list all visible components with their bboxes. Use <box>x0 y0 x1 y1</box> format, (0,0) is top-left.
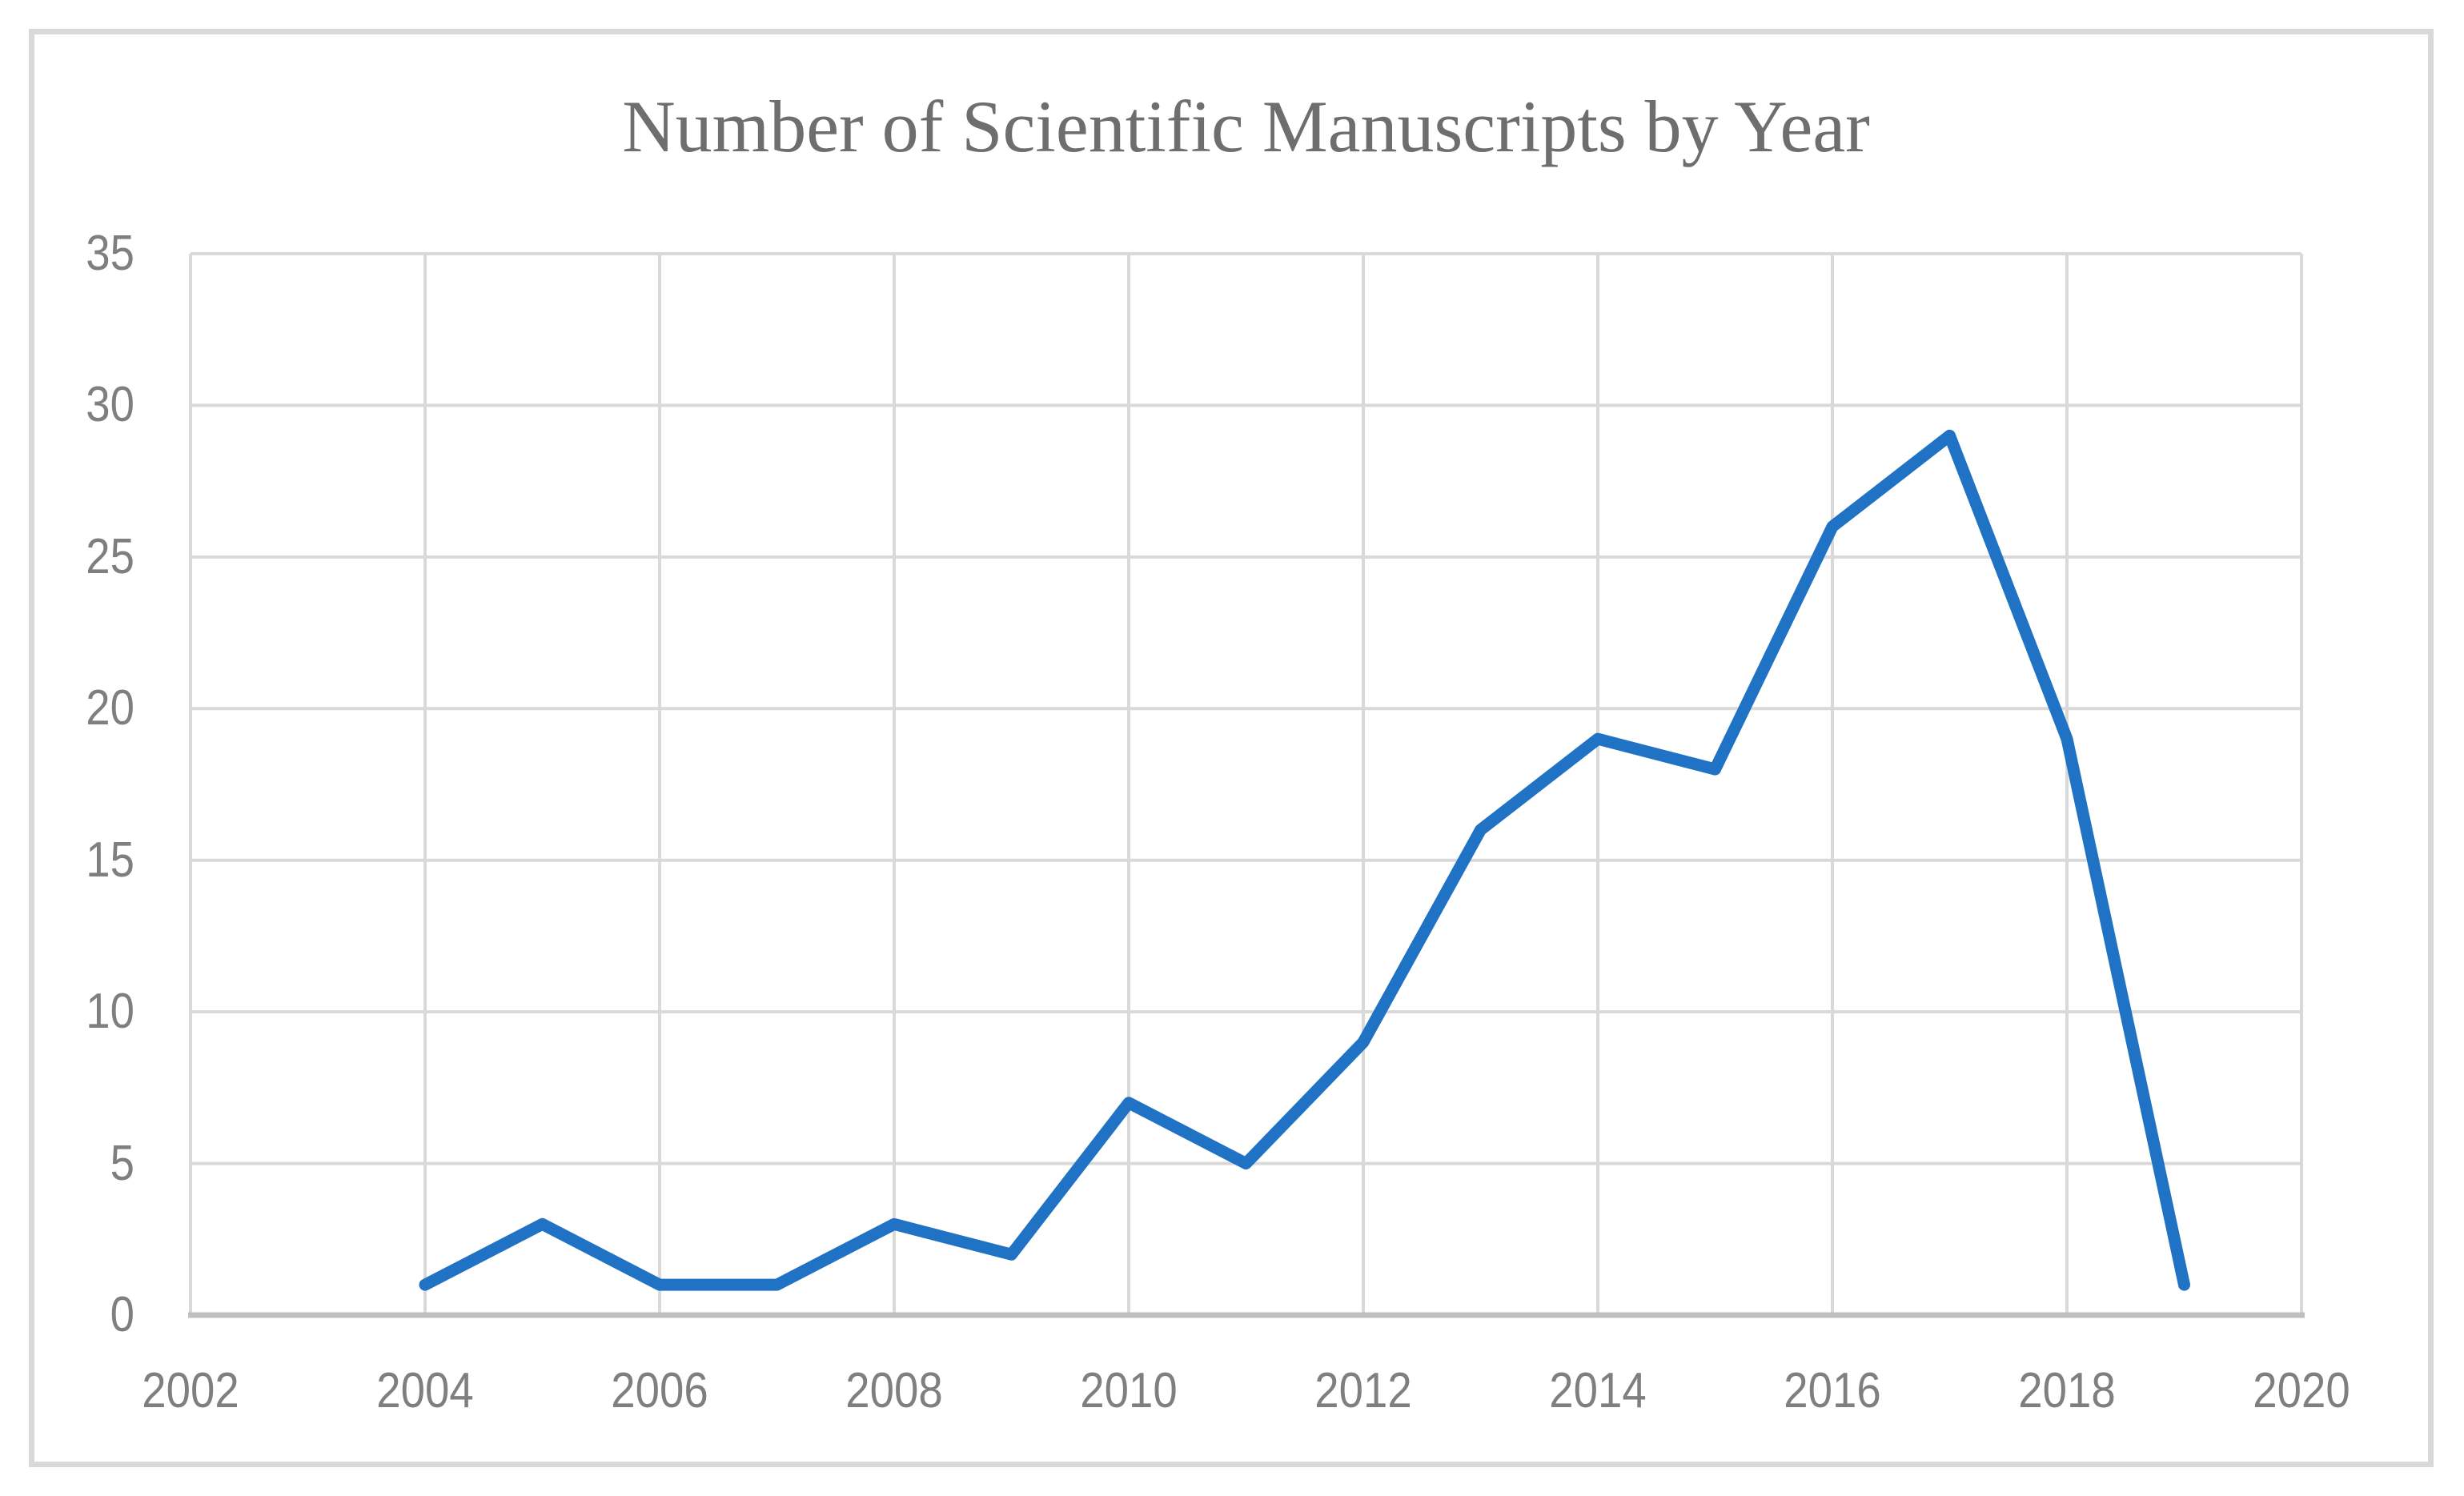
data-line-manuscripts <box>419 429 2190 1291</box>
y-tick-label: 30 <box>86 377 134 433</box>
y-tick-label: 5 <box>110 1135 134 1191</box>
x-tick-label: 2006 <box>611 1363 708 1418</box>
y-tick-label: 25 <box>86 528 134 584</box>
chart-frame <box>29 29 2434 1467</box>
chart-title: Number of Scientific Manuscripts by Year <box>622 86 1870 167</box>
y-tick-label: 20 <box>86 680 134 736</box>
y-tick-label: 0 <box>110 1287 134 1342</box>
x-tick-label: 2002 <box>142 1363 239 1418</box>
x-tick-label: 2010 <box>1080 1363 1178 1418</box>
x-tick-label: 2012 <box>1314 1363 1412 1418</box>
x-tick-label: 2020 <box>2253 1363 2350 1418</box>
x-tick-label: 2016 <box>1784 1363 1881 1418</box>
y-tick-label: 35 <box>86 226 134 281</box>
y-tick-label: 10 <box>86 984 134 1040</box>
x-tick-label: 2004 <box>376 1363 474 1418</box>
x-tick-label: 2018 <box>2018 1363 2116 1418</box>
x-tick-label: 2008 <box>845 1363 943 1418</box>
x-tick-label: 2014 <box>1549 1363 1647 1418</box>
y-tick-label: 15 <box>86 832 134 888</box>
